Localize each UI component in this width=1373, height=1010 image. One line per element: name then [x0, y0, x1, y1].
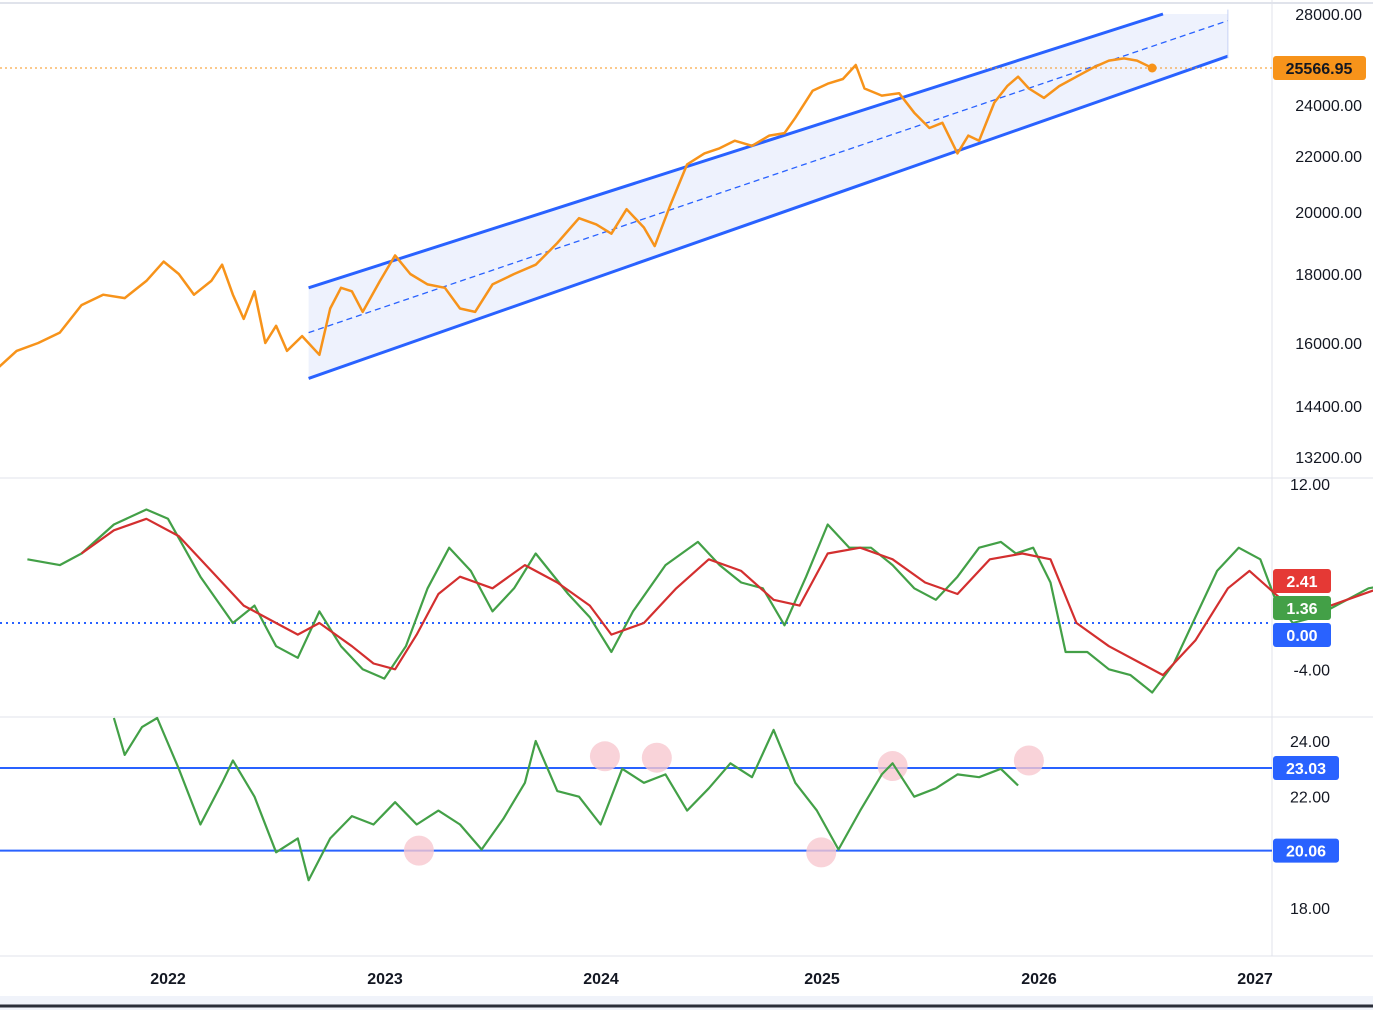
ratio-pane: 24.00 22.00 18.00 23.03 20.06 — [0, 716, 1339, 918]
touch-marker — [877, 751, 908, 782]
oscillator-fast-line — [27, 508, 1373, 694]
channel-lower-line — [308, 54, 1229, 380]
ratio-axis-tick-label: 22.00 — [1290, 790, 1330, 807]
last-price-tag — [1273, 56, 1366, 80]
touch-marker — [806, 837, 837, 868]
touch-marker — [403, 835, 434, 866]
price-axis-tick-label: 20000.00 — [1295, 205, 1362, 222]
touch-marker — [589, 741, 620, 772]
oscillator-fast-tag — [1273, 596, 1331, 620]
oscillator-axis-tick-label: 12.00 — [1290, 477, 1330, 494]
zero-line-tag-label: 0.00 — [1286, 628, 1317, 645]
price-series-line — [0, 57, 1153, 368]
price-axis-tick-label: 14400.00 — [1295, 399, 1362, 416]
channel-fill — [308, 14, 1228, 379]
price-axis-tick-label: 13200.00 — [1295, 450, 1362, 467]
level-tag-label: 23.03 — [1286, 761, 1326, 778]
oscillator-axis-tick-label: -4.00 — [1294, 662, 1331, 679]
ratio-axis-tick-label: 24.00 — [1290, 734, 1330, 751]
x-axis-tick-label: 2024 — [583, 971, 619, 988]
touch-marker — [1013, 745, 1044, 776]
level-tag — [1273, 838, 1339, 863]
price-axis-tick-label: 24000.00 — [1295, 98, 1362, 115]
x-axis-tick-label: 2023 — [367, 971, 403, 988]
price-axis-tick-label: 18000.00 — [1295, 267, 1362, 284]
price-axis-tick-label: 28000.00 — [1295, 7, 1362, 24]
oscillator-slow-tag — [1273, 569, 1331, 593]
x-axis-tick-label: 2027 — [1237, 971, 1273, 988]
touch-marker — [641, 742, 672, 773]
oscillator-pane: 12.00 -4.00 2.41 1.36 0.00 — [0, 477, 1373, 694]
x-axis-tick-label: 2026 — [1021, 971, 1057, 988]
channel-upper-line — [308, 12, 1164, 290]
ratio-axis-tick-label: 18.00 — [1290, 901, 1330, 918]
zero-line-tag — [1273, 623, 1331, 647]
price-axis-tick-label: 16000.00 — [1295, 336, 1362, 353]
ratio-series-line — [112, 716, 1019, 882]
x-axis-tick-label: 2025 — [804, 971, 840, 988]
channel-mid-line — [308, 20, 1229, 334]
bottom-bar — [0, 996, 1373, 1010]
last-price-tag-label: 25566.95 — [1286, 61, 1353, 78]
oscillator-slow-line — [80, 517, 1373, 677]
price-pane: 28000.00 24000.00 22000.00 20000.00 18000.00… — [0, 7, 1366, 467]
level-tag-label: 20.06 — [1286, 844, 1326, 861]
price-last-dot — [1147, 63, 1157, 73]
level-tag — [1273, 755, 1339, 780]
x-axis-tick-label: 2022 — [150, 971, 186, 988]
x-axis: 2022 2023 2024 2025 2026 2027 — [150, 971, 1273, 988]
oscillator-fast-tag-label: 1.36 — [1286, 601, 1317, 618]
oscillator-slow-tag-label: 2.41 — [1286, 574, 1317, 591]
price-axis-tick-label: 22000.00 — [1295, 149, 1362, 166]
